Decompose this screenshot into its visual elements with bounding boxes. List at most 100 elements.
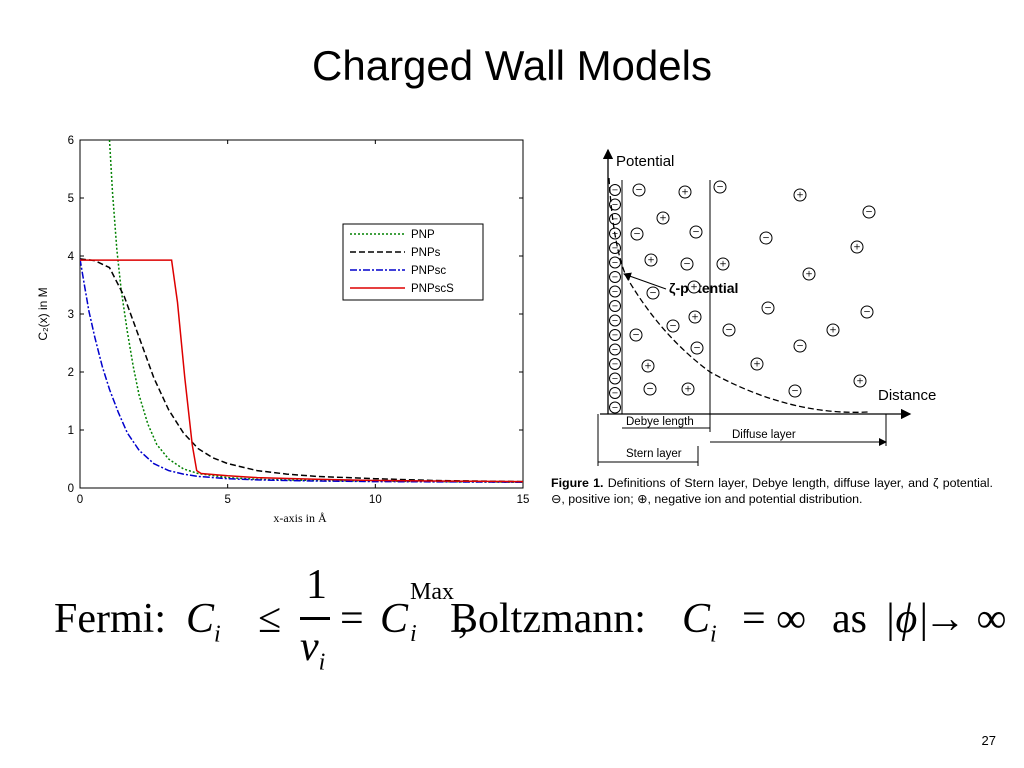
svg-text:−: − — [612, 257, 619, 267]
slide-number: 27 — [981, 733, 996, 748]
svg-text:−: − — [612, 199, 619, 209]
x-axis-label: x-axis in Å — [273, 511, 327, 525]
caption-text: Definitions of Stern layer, Debye length… — [551, 476, 993, 506]
wall-ion-minus: − — [609, 256, 621, 269]
y-tick-label: 0 — [68, 483, 74, 495]
svg-text:+: + — [796, 191, 804, 201]
diffuse-ion-plus: + — [826, 323, 840, 337]
svg-text:−: − — [612, 373, 619, 383]
y-axis-label: C₂(x) in M — [36, 287, 50, 340]
cmax-symbol: C — [380, 596, 409, 642]
svg-text:+: + — [853, 243, 861, 253]
diffuse-ion-plus: + — [793, 188, 807, 202]
diffuse-ion-minus: − — [630, 227, 644, 241]
legend-label: PNPsc — [411, 265, 446, 277]
svg-text:−: − — [612, 300, 619, 310]
svg-text:−: − — [762, 234, 770, 244]
distance-axis-label: Distance — [878, 387, 936, 404]
leq-symbol: ≤ — [258, 596, 282, 642]
boltzmann-rhs: = ∞ — [742, 596, 807, 642]
chart-legend: PNP PNPs PNPsc PNPscS — [342, 223, 484, 301]
diffuse-ion-minus: − — [788, 384, 802, 398]
y-tick-label: 5 — [68, 193, 74, 205]
svg-text:+: + — [659, 214, 667, 224]
fraction-bar — [300, 617, 330, 620]
svg-text:−: − — [725, 326, 733, 336]
boltzmann-label: Boltzmann: — [450, 596, 646, 642]
stern-layer-label: Stern layer — [626, 448, 682, 460]
wall-ion-minus: − — [609, 343, 621, 356]
diffuse-ion-plus: + — [688, 310, 702, 324]
diffuse-ion-minus: − — [632, 183, 646, 197]
zeta-label: ζ-potential — [669, 280, 738, 296]
diffuse-ion-minus: − — [629, 328, 643, 342]
diffuse-ion-minus: − — [793, 339, 807, 353]
svg-text:+: + — [684, 385, 692, 395]
wall-ion-minus: − — [609, 285, 621, 298]
fermi-lhs: C — [186, 596, 215, 642]
svg-text:−: − — [646, 385, 654, 395]
svg-text:−: − — [612, 402, 619, 412]
diffuse-ion-plus: + — [850, 240, 864, 254]
wall-ion-minus: − — [609, 387, 621, 399]
svg-text:−: − — [669, 322, 677, 332]
equals-symbol: = — [340, 596, 364, 642]
fermi-boltzmann-equation: Fermi: Ci ≤ 1 vi = C Max i , Boltzmann: … — [54, 562, 1006, 675]
diffuse-ion-plus: + — [656, 211, 670, 225]
figure-caption: Figure 1. Definitions of Stern layer, De… — [551, 475, 993, 507]
svg-text:−: − — [693, 344, 701, 354]
svg-text:−: − — [632, 331, 640, 341]
diffuse-ion-minus: − — [643, 382, 657, 396]
diffuse-ion-minus: − — [666, 319, 680, 333]
fermi-lhs-sub: i — [214, 621, 221, 648]
diffuse-ion-minus: − — [689, 225, 703, 239]
series-line-pnps — [80, 258, 523, 483]
series-line-pnpscs — [80, 259, 523, 483]
caption-lead: Figure 1. — [551, 476, 604, 490]
fermi-label: Fermi: — [54, 596, 166, 642]
y-tick-label: 3 — [68, 309, 74, 321]
diffuse-ion-plus: + — [641, 359, 655, 373]
axis-ticks: 0 5 10 15 0 1 2 3 4 5 6 — [68, 135, 530, 506]
diffuse-ion-plus: + — [644, 253, 658, 267]
svg-text:−: − — [692, 228, 700, 238]
wall-ion-minus: − — [609, 401, 621, 414]
wall-ions: −−−−−−−−−−−−−−−− — [609, 184, 621, 414]
x-tick-label: 5 — [224, 494, 230, 506]
zeta-pointer — [623, 272, 667, 290]
svg-text:+: + — [829, 326, 837, 336]
wall-ion-minus: − — [609, 271, 621, 283]
fraction-numerator: 1 — [306, 562, 327, 608]
x-tick-label: 15 — [517, 494, 530, 506]
svg-text:−: − — [612, 271, 619, 281]
diffuse-ion-minus: − — [761, 301, 775, 315]
boltzmann-lhs: C — [682, 596, 711, 642]
diffuse-ions: − + − + − + − − − + + − + + − + − − − + − + − − − + + + − + − — [629, 180, 876, 398]
y-tick-label: 4 — [68, 251, 75, 263]
svg-text:−: − — [764, 304, 772, 314]
svg-text:−: − — [633, 230, 641, 240]
as-word: as — [832, 596, 867, 642]
wall-ion-minus: − — [609, 372, 621, 385]
diffuse-ion-minus: − — [862, 205, 876, 219]
svg-text:−: − — [865, 208, 873, 218]
svg-text:+: + — [647, 256, 655, 266]
legend-label: PNPscS — [411, 283, 454, 295]
svg-text:−: − — [612, 286, 619, 296]
svg-text:−: − — [612, 329, 619, 339]
diffuse-layer-label: Diffuse layer — [732, 429, 796, 441]
svg-text:−: − — [612, 315, 619, 325]
svg-text:+: + — [805, 270, 813, 280]
cmax-subscript: i — [410, 621, 417, 647]
diffuse-ion-plus: + — [681, 382, 695, 396]
fraction-denominator: v — [300, 624, 319, 670]
diffuse-ion-minus: − — [680, 257, 694, 271]
series-line-pnpsc — [80, 258, 523, 483]
svg-text:+: + — [691, 313, 699, 323]
diffuse-ion-minus: − — [860, 305, 874, 319]
svg-text:−: − — [612, 213, 619, 223]
wall-ion-minus: − — [609, 329, 621, 341]
svg-text:−: − — [791, 387, 799, 397]
diffuse-ion-plus: + — [678, 185, 692, 199]
